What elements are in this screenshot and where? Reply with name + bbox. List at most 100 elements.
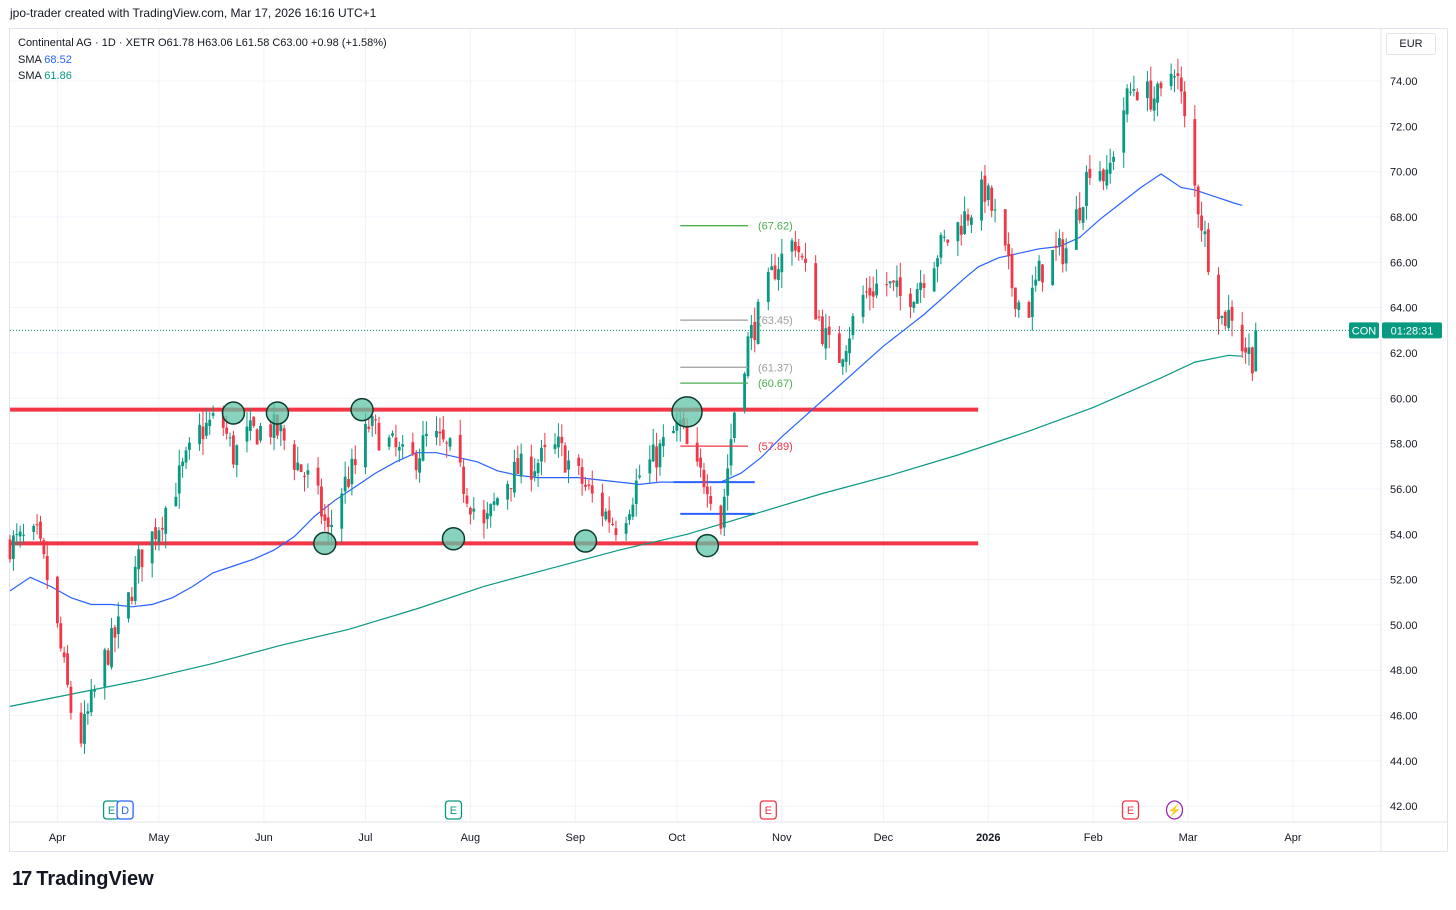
candle-body [821,316,824,345]
candle-body [1223,311,1227,326]
price-tag-group: CON 01:28:31 [10,322,1442,339]
event-marker [1121,800,1140,820]
event-marker-label: E [450,805,457,817]
candle-body [370,415,374,426]
candle-body [89,690,93,713]
candle-body [320,486,323,517]
fib-level-label: (63.45) [758,315,793,327]
candle-body [793,241,797,251]
candle-body [1173,76,1176,78]
candle-body [438,431,442,434]
candle-body [611,523,614,525]
candle-body [32,525,36,532]
y-tick-label: 54.00 [1390,529,1418,541]
candle-body [137,549,141,570]
candle-body [204,422,208,436]
candle-body [875,283,879,296]
candle-body [367,426,371,429]
candle-body [259,425,262,441]
candle-body [1220,315,1224,318]
sma-slow-label: SMA [18,70,42,82]
candle-body [282,428,286,441]
candle-body [174,496,178,507]
candle-body [557,436,560,448]
touch-circle [221,401,246,425]
candle-body [150,531,154,564]
candle-body [865,291,868,293]
x-tick-label: Oct [668,832,685,844]
candle-body [824,328,828,349]
candle-body [817,316,821,318]
currency-selector[interactable]: EUR [1386,33,1436,55]
candle-body [1217,274,1220,320]
candle-body [401,444,405,447]
candle-body [1112,156,1115,162]
fib-level-label: (61.37) [758,362,793,374]
candle-body [55,576,59,624]
axes: 42.00 44.00 46.00 48.00 50.00 52.00 54.00 56.00… [10,29,1447,852]
candle-body [330,524,333,528]
candle-body [1017,302,1021,310]
event-marker-label: E [108,805,115,817]
candle-body [1149,80,1153,110]
candle-body [441,429,445,440]
candle-body [1176,73,1180,76]
candle-body [472,508,476,512]
candle-body [468,507,472,515]
candle-body [184,450,188,463]
candle-body [749,324,753,339]
chart-legend: Continental AG · 1D · XETR O61.78 H63.06… [18,35,387,85]
candle-body [1058,238,1061,246]
candle-body [871,291,875,297]
candle-body [1061,239,1065,265]
candle-body [11,535,15,559]
candle-body [1105,169,1109,186]
candle-body [780,253,784,273]
candle-body [198,424,201,445]
candle-body [1159,82,1163,89]
candle-body [248,420,252,431]
touch-circle [695,533,720,558]
candle-body [306,470,310,475]
tradingview-logo[interactable]: 17 TradingView [12,868,154,891]
candle-body [130,596,134,601]
candle-body [1078,207,1082,221]
candle-body [648,459,652,474]
candle-body [62,652,66,658]
event-marker [444,800,463,820]
candle-body [18,531,22,537]
candle-body [45,556,49,581]
countdown-tag-label: 01:28:31 [1391,325,1434,337]
candle-body [154,527,157,540]
candle-body [709,495,713,504]
candle-body [69,686,73,713]
y-tick-label: 48.00 [1390,665,1418,677]
candle-body [1146,81,1149,99]
candle-body [587,484,591,486]
y-tick-label: 44.00 [1390,756,1418,768]
candle-body [188,442,191,450]
candle-body [8,539,12,560]
candle-body [421,435,425,461]
sma-line-1 [9,173,1243,608]
candle-body [766,271,770,302]
candle-body [1240,324,1244,352]
candle-body [540,447,543,462]
candle-body [969,217,973,225]
candle-body [986,185,990,200]
candle-body [658,443,662,468]
candle-body [1074,209,1078,250]
candle-body [140,549,144,568]
ticker-tag [1349,322,1379,339]
candle-body [79,712,83,744]
candle-body [177,465,181,494]
candle-body [157,530,161,542]
candle-body [936,258,939,267]
candle-body [1196,186,1200,215]
candle-body [773,265,777,280]
candle-body [116,616,120,635]
candle-body [892,280,895,283]
candle-body [113,627,117,638]
candle-body [868,287,872,296]
